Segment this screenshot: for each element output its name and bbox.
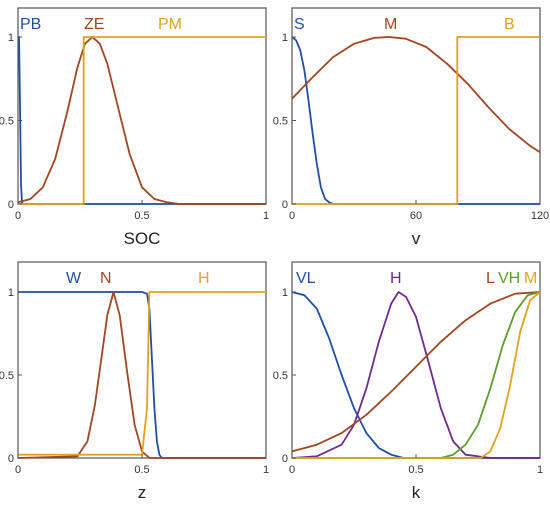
- legend-label-l: L: [486, 270, 495, 287]
- legend-label-s: S: [294, 16, 305, 33]
- series-line-h: [18, 291, 266, 456]
- y-tick-label: 0.5: [0, 370, 14, 382]
- y-tick-label: 0: [282, 199, 288, 211]
- legend-label-m: M: [524, 270, 537, 287]
- legend-label-ze: ZE: [84, 16, 104, 33]
- x-axis-label-k: k: [412, 483, 421, 502]
- x-tick-label: 0.5: [134, 210, 149, 222]
- panel-k: 0 0.5 1 0 0.5 1 VL H L VH M k: [273, 261, 543, 502]
- y-tick-label: 1: [8, 287, 14, 299]
- panel-v: 0 60 120 0 0.5 1 S M B v: [273, 7, 549, 248]
- y-tick-label: 0.5: [0, 116, 14, 128]
- x-tick-label: 0: [15, 464, 21, 476]
- x-tick-label: 0.5: [134, 464, 149, 476]
- legend-label-vh: VH: [498, 270, 520, 287]
- y-tick-label: 1: [8, 32, 14, 44]
- legend-label-pm: PM: [158, 16, 182, 33]
- legend-label-m: M: [384, 16, 397, 33]
- plot-frame: [291, 261, 541, 459]
- series-line-b: [292, 36, 540, 205]
- series-line-vh: [292, 291, 541, 459]
- y-tick-label: 1: [282, 287, 288, 299]
- x-tick-label: 0.5: [408, 464, 423, 476]
- series-line-s: [291, 36, 540, 205]
- series-line-n: [17, 291, 266, 459]
- panel-z: 0 0.5 1 0 0.5 1 W N H z: [0, 261, 269, 502]
- x-axis-label-v: v: [412, 229, 421, 248]
- y-tick-label: 0: [282, 453, 288, 465]
- series-line-l: [291, 291, 541, 453]
- legend-label-pb: PB: [20, 16, 41, 33]
- x-tick-label: 1: [263, 464, 269, 476]
- y-tick-label: 1: [282, 32, 288, 44]
- x-tick-label: 120: [531, 210, 549, 222]
- series-line-m: [292, 291, 541, 459]
- y-tick-label: 0: [8, 199, 14, 211]
- y-tick-label: 0.5: [273, 116, 288, 128]
- series-line-w: [18, 291, 266, 459]
- x-tick-label: 1: [263, 210, 269, 222]
- y-tick-label: 0: [8, 453, 14, 465]
- series-line-h: [291, 291, 540, 459]
- x-axis-label-soc: SOC: [124, 229, 161, 248]
- x-tick-label: 0: [15, 210, 21, 222]
- legend-label-h: H: [390, 270, 402, 287]
- legend-label-h: H: [198, 270, 210, 287]
- panel-soc: 0 0.5 1 0 0.5 1 PB ZE PM SOC: [0, 7, 269, 248]
- y-tick-label: 0.5: [273, 370, 288, 382]
- series-line-m: [291, 36, 541, 153]
- series-line-ze: [17, 36, 266, 205]
- legend-label-vl: VL: [296, 270, 316, 287]
- x-tick-label: 0: [289, 464, 295, 476]
- series-line-pb: [18, 36, 266, 205]
- x-tick-label: 60: [410, 210, 422, 222]
- x-tick-label: 0: [289, 210, 295, 222]
- legend-label-w: W: [66, 270, 82, 287]
- x-tick-label: 1: [537, 464, 543, 476]
- x-axis-label-z: z: [138, 483, 147, 502]
- legend-label-b: B: [504, 16, 515, 33]
- series-line-pm: [18, 36, 266, 205]
- legend-label-n: N: [100, 270, 112, 287]
